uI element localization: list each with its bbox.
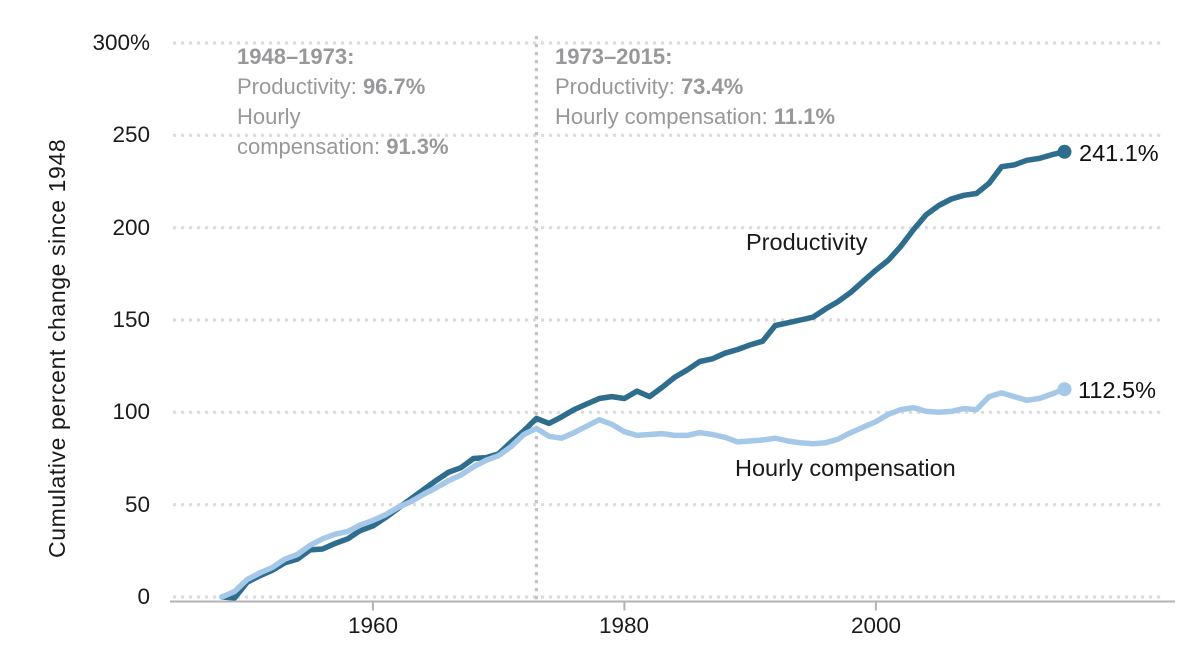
compensation-end-dot [1057, 382, 1072, 397]
annotation-period-title: 1948–1973: [237, 44, 355, 69]
x-tick-label-2000: 2000 [850, 613, 902, 638]
productivity-series-label: Productivity [746, 229, 868, 255]
productivity-end-dot [1057, 144, 1072, 159]
annotation-1948-1973: 1948–1973: Productivity: 96.7% Hourly co… [237, 42, 449, 162]
productivity-end-value: 241.1% [1079, 140, 1159, 166]
y-tick-label-200: 200 [112, 215, 150, 240]
annotation-1973-2015: 1973–2015: Productivity: 73.4% Hourly co… [555, 42, 835, 132]
compensation-series-label: Hourly compensation [735, 455, 956, 481]
y-tick-label-300: 300% [92, 30, 150, 55]
compensation-end-value: 112.5% [1078, 377, 1156, 403]
annotation-line: compensation: 91.3% [237, 134, 449, 159]
annotation-line: Hourly compensation: 11.1% [555, 104, 836, 129]
y-tick-label-150: 150 [112, 307, 150, 332]
y-tick-label-250: 250 [112, 122, 150, 147]
x-tick-label-1980: 1980 [598, 613, 650, 638]
annotation-period-title: 1973–2015: [555, 44, 673, 69]
compensation-line [219, 386, 1068, 600]
annotation-line: Productivity: 73.4% [555, 74, 744, 99]
y-tick-label-100: 100 [112, 399, 150, 424]
y-tick-label-0: 0 [137, 584, 150, 609]
x-tick-label-1960: 1960 [347, 613, 399, 638]
y-tick-label-50: 50 [124, 492, 150, 517]
annotation-line: Hourly [237, 104, 301, 129]
annotation-line: Productivity: 96.7% [237, 74, 426, 99]
productivity-line [219, 149, 1068, 601]
